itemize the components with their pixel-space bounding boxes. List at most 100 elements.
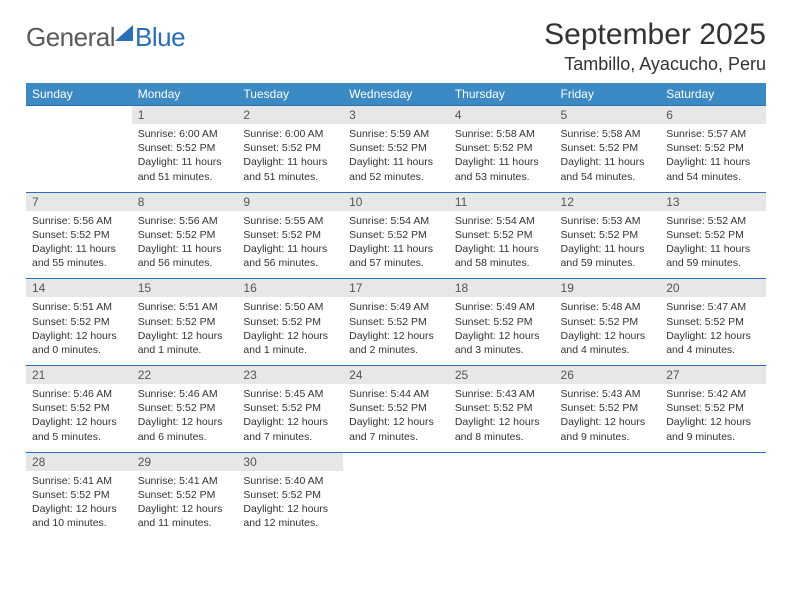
day-cell: 12Sunrise: 5:53 AMSunset: 5:52 PMDayligh… — [555, 192, 661, 279]
day-number: 21 — [26, 366, 132, 384]
sunset-text: Sunset: 5:52 PM — [32, 228, 126, 242]
day-cell: 28Sunrise: 5:41 AMSunset: 5:52 PMDayligh… — [26, 452, 132, 538]
day-number: 1 — [132, 106, 238, 124]
daylight-text: Daylight: 11 hours and 51 minutes. — [138, 155, 232, 183]
day-body — [26, 110, 132, 162]
daylight-text: Daylight: 12 hours and 3 minutes. — [455, 329, 549, 357]
sunset-text: Sunset: 5:52 PM — [32, 315, 126, 329]
day-body: Sunrise: 5:58 AMSunset: 5:52 PMDaylight:… — [555, 124, 661, 192]
sunrise-text: Sunrise: 5:45 AM — [243, 387, 337, 401]
day-cell: 6Sunrise: 5:57 AMSunset: 5:52 PMDaylight… — [660, 106, 766, 193]
sunrise-text: Sunrise: 5:46 AM — [138, 387, 232, 401]
day-number: 20 — [660, 279, 766, 297]
dayhead-thu: Thursday — [449, 83, 555, 106]
sunrise-text: Sunrise: 5:57 AM — [666, 127, 760, 141]
daylight-text: Daylight: 11 hours and 59 minutes. — [561, 242, 655, 270]
daylight-text: Daylight: 12 hours and 4 minutes. — [561, 329, 655, 357]
sunset-text: Sunset: 5:52 PM — [138, 228, 232, 242]
day-cell: 11Sunrise: 5:54 AMSunset: 5:52 PMDayligh… — [449, 192, 555, 279]
sunrise-text: Sunrise: 6:00 AM — [243, 127, 337, 141]
brand-part1: General — [26, 22, 115, 53]
day-body: Sunrise: 6:00 AMSunset: 5:52 PMDaylight:… — [132, 124, 238, 192]
sunrise-text: Sunrise: 5:49 AM — [455, 300, 549, 314]
day-cell: 2Sunrise: 6:00 AMSunset: 5:52 PMDaylight… — [237, 106, 343, 193]
sunset-text: Sunset: 5:52 PM — [243, 488, 337, 502]
day-cell — [343, 452, 449, 538]
sunrise-text: Sunrise: 5:43 AM — [455, 387, 549, 401]
sunrise-text: Sunrise: 5:55 AM — [243, 214, 337, 228]
sunset-text: Sunset: 5:52 PM — [138, 141, 232, 155]
day-cell: 8Sunrise: 5:56 AMSunset: 5:52 PMDaylight… — [132, 192, 238, 279]
sunset-text: Sunset: 5:52 PM — [349, 228, 443, 242]
day-number: 19 — [555, 279, 661, 297]
day-number: 15 — [132, 279, 238, 297]
day-body: Sunrise: 5:51 AMSunset: 5:52 PMDaylight:… — [132, 297, 238, 365]
title-block: September 2025 Tambillo, Ayacucho, Peru — [544, 18, 766, 75]
sunset-text: Sunset: 5:52 PM — [666, 315, 760, 329]
location-subtitle: Tambillo, Ayacucho, Peru — [544, 54, 766, 75]
sunset-text: Sunset: 5:52 PM — [561, 401, 655, 415]
daylight-text: Daylight: 12 hours and 1 minute. — [138, 329, 232, 357]
daylight-text: Daylight: 12 hours and 0 minutes. — [32, 329, 126, 357]
sunrise-text: Sunrise: 5:56 AM — [138, 214, 232, 228]
day-cell: 20Sunrise: 5:47 AMSunset: 5:52 PMDayligh… — [660, 279, 766, 366]
day-number: 4 — [449, 106, 555, 124]
dayhead-sun: Sunday — [26, 83, 132, 106]
day-number: 14 — [26, 279, 132, 297]
week-row: 21Sunrise: 5:46 AMSunset: 5:52 PMDayligh… — [26, 366, 766, 453]
daylight-text: Daylight: 12 hours and 2 minutes. — [349, 329, 443, 357]
day-body: Sunrise: 5:52 AMSunset: 5:52 PMDaylight:… — [660, 211, 766, 279]
month-title: September 2025 — [544, 18, 766, 52]
daylight-text: Daylight: 11 hours and 52 minutes. — [349, 155, 443, 183]
day-body: Sunrise: 5:43 AMSunset: 5:52 PMDaylight:… — [449, 384, 555, 452]
day-body: Sunrise: 5:45 AMSunset: 5:52 PMDaylight:… — [237, 384, 343, 452]
dayhead-tue: Tuesday — [237, 83, 343, 106]
sunrise-text: Sunrise: 5:51 AM — [32, 300, 126, 314]
calendar-page: General Blue September 2025 Tambillo, Ay… — [0, 0, 792, 548]
daylight-text: Daylight: 11 hours and 51 minutes. — [243, 155, 337, 183]
daylight-text: Daylight: 12 hours and 9 minutes. — [561, 415, 655, 443]
daylight-text: Daylight: 11 hours and 57 minutes. — [349, 242, 443, 270]
dayhead-wed: Wednesday — [343, 83, 449, 106]
daylight-text: Daylight: 12 hours and 8 minutes. — [455, 415, 549, 443]
sunrise-text: Sunrise: 5:52 AM — [666, 214, 760, 228]
day-body: Sunrise: 5:41 AMSunset: 5:52 PMDaylight:… — [132, 471, 238, 539]
day-header-row: Sunday Monday Tuesday Wednesday Thursday… — [26, 83, 766, 106]
day-cell: 29Sunrise: 5:41 AMSunset: 5:52 PMDayligh… — [132, 452, 238, 538]
sunset-text: Sunset: 5:52 PM — [138, 488, 232, 502]
daylight-text: Daylight: 12 hours and 9 minutes. — [666, 415, 760, 443]
daylight-text: Daylight: 12 hours and 11 minutes. — [138, 502, 232, 530]
sunset-text: Sunset: 5:52 PM — [455, 141, 549, 155]
dayhead-fri: Friday — [555, 83, 661, 106]
daylight-text: Daylight: 11 hours and 58 minutes. — [455, 242, 549, 270]
day-number: 23 — [237, 366, 343, 384]
day-cell: 26Sunrise: 5:43 AMSunset: 5:52 PMDayligh… — [555, 366, 661, 453]
day-body — [343, 457, 449, 509]
day-cell: 23Sunrise: 5:45 AMSunset: 5:52 PMDayligh… — [237, 366, 343, 453]
daylight-text: Daylight: 12 hours and 4 minutes. — [666, 329, 760, 357]
day-body: Sunrise: 5:47 AMSunset: 5:52 PMDaylight:… — [660, 297, 766, 365]
week-row: 1Sunrise: 6:00 AMSunset: 5:52 PMDaylight… — [26, 106, 766, 193]
day-cell: 22Sunrise: 5:46 AMSunset: 5:52 PMDayligh… — [132, 366, 238, 453]
day-body: Sunrise: 6:00 AMSunset: 5:52 PMDaylight:… — [237, 124, 343, 192]
daylight-text: Daylight: 11 hours and 59 minutes. — [666, 242, 760, 270]
day-number: 25 — [449, 366, 555, 384]
day-body — [660, 457, 766, 509]
daylight-text: Daylight: 12 hours and 7 minutes. — [243, 415, 337, 443]
sunrise-text: Sunrise: 5:41 AM — [138, 474, 232, 488]
day-body: Sunrise: 5:50 AMSunset: 5:52 PMDaylight:… — [237, 297, 343, 365]
daylight-text: Daylight: 12 hours and 7 minutes. — [349, 415, 443, 443]
sunrise-text: Sunrise: 5:41 AM — [32, 474, 126, 488]
day-body: Sunrise: 5:49 AMSunset: 5:52 PMDaylight:… — [449, 297, 555, 365]
day-number: 27 — [660, 366, 766, 384]
day-cell: 21Sunrise: 5:46 AMSunset: 5:52 PMDayligh… — [26, 366, 132, 453]
sunset-text: Sunset: 5:52 PM — [666, 141, 760, 155]
sunset-text: Sunset: 5:52 PM — [666, 228, 760, 242]
day-cell: 30Sunrise: 5:40 AMSunset: 5:52 PMDayligh… — [237, 452, 343, 538]
sunset-text: Sunset: 5:52 PM — [561, 141, 655, 155]
day-cell: 9Sunrise: 5:55 AMSunset: 5:52 PMDaylight… — [237, 192, 343, 279]
day-number: 18 — [449, 279, 555, 297]
sunrise-text: Sunrise: 5:42 AM — [666, 387, 760, 401]
daylight-text: Daylight: 11 hours and 53 minutes. — [455, 155, 549, 183]
day-body: Sunrise: 5:55 AMSunset: 5:52 PMDaylight:… — [237, 211, 343, 279]
